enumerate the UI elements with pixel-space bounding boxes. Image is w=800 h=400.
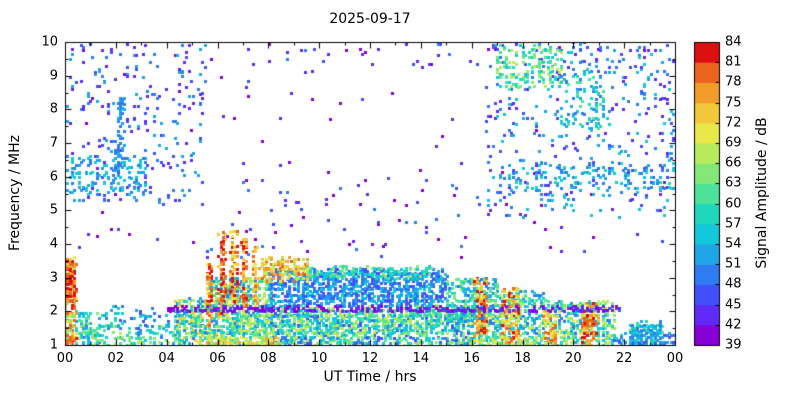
cb-tick-label: 63 [725,175,742,191]
x-tick-label: 04 [158,351,175,366]
y-tick-label: 5 [49,202,58,218]
x-tick-label: 08 [260,351,277,366]
y-axis-label: Frequency / MHz [7,135,23,251]
y-tick-label: 2 [49,303,58,319]
x-tick-label: 12 [361,351,379,366]
y-tick-label: 7 [49,135,58,151]
cb-tick-label: 78 [725,74,742,90]
cb-tick-label: 42 [725,317,742,333]
cb-tick-label: 45 [725,297,742,313]
x-tick-label: 18 [514,351,531,366]
x-tick-label: 02 [107,351,125,366]
x-tick-label: 10 [310,351,328,366]
cb-tick-label: 69 [725,135,742,151]
y-tick-label: 6 [49,169,58,185]
cb-tick-label: 39 [725,337,742,353]
colorbar-label: Signal Amplitude / dB [754,117,770,269]
cb-tick-label: 60 [725,196,742,212]
cb-tick-label: 84 [725,34,742,50]
cb-tick-label: 66 [725,155,742,171]
x-tick-label: 00 [666,351,684,366]
y-tick-label: 4 [49,236,58,252]
x-tick-label: 00 [56,351,74,366]
cb-tick-label: 57 [725,216,742,232]
x-tick-label: 16 [463,351,480,366]
y-tick-label: 9 [49,68,58,84]
x-tick-label: 22 [615,351,633,366]
cb-tick-label: 48 [725,276,742,292]
cb-tick-label: 75 [725,95,742,111]
y-tick-label: 10 [41,34,58,50]
x-tick-label: 06 [209,351,226,366]
x-tick-label: 14 [412,351,430,366]
cb-tick-label: 72 [725,115,742,131]
x-axis-label: UT Time / hrs [323,369,417,385]
y-tick-label: 8 [49,101,58,117]
y-tick-label: 3 [49,270,58,286]
cb-tick-label: 54 [725,236,742,252]
x-tick-label: 20 [565,351,582,366]
cb-tick-label: 51 [725,256,742,272]
cb-tick-label: 81 [725,54,742,70]
y-tick-label: 1 [49,337,58,353]
